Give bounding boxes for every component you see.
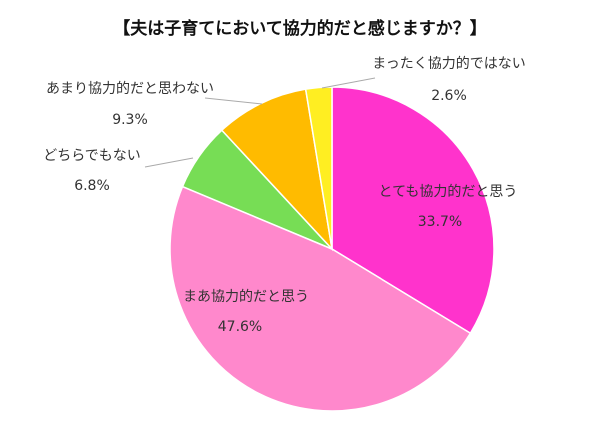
slice-label-2: まあ協力的だと思う	[183, 289, 309, 305]
leader-line-4	[204, 97, 263, 105]
slice-value-5: 2.6%	[431, 88, 467, 104]
slice-label-5: まったく協力的ではない	[372, 56, 525, 72]
slice-label-1: とても協力的だと思う	[379, 184, 518, 200]
pie-slice-5	[304, 86, 333, 250]
slice-value-4: 9.3%	[112, 112, 148, 128]
slice-value-3: 6.8%	[74, 178, 110, 194]
leader-line-5	[321, 77, 376, 89]
slice-value-2: 47.6%	[218, 319, 262, 335]
slice-label-4: あまり協力的だと思わない	[46, 81, 214, 97]
pie-slice-2	[169, 185, 472, 412]
slice-label-3: どちらでもない	[43, 148, 141, 164]
slice-value-1: 33.7%	[418, 214, 462, 230]
leader-line-3	[144, 157, 194, 168]
chart-title: 【夫は子育てにおいて協力的だと感じますか？】	[113, 19, 487, 39]
pie-slice-1	[331, 86, 495, 335]
